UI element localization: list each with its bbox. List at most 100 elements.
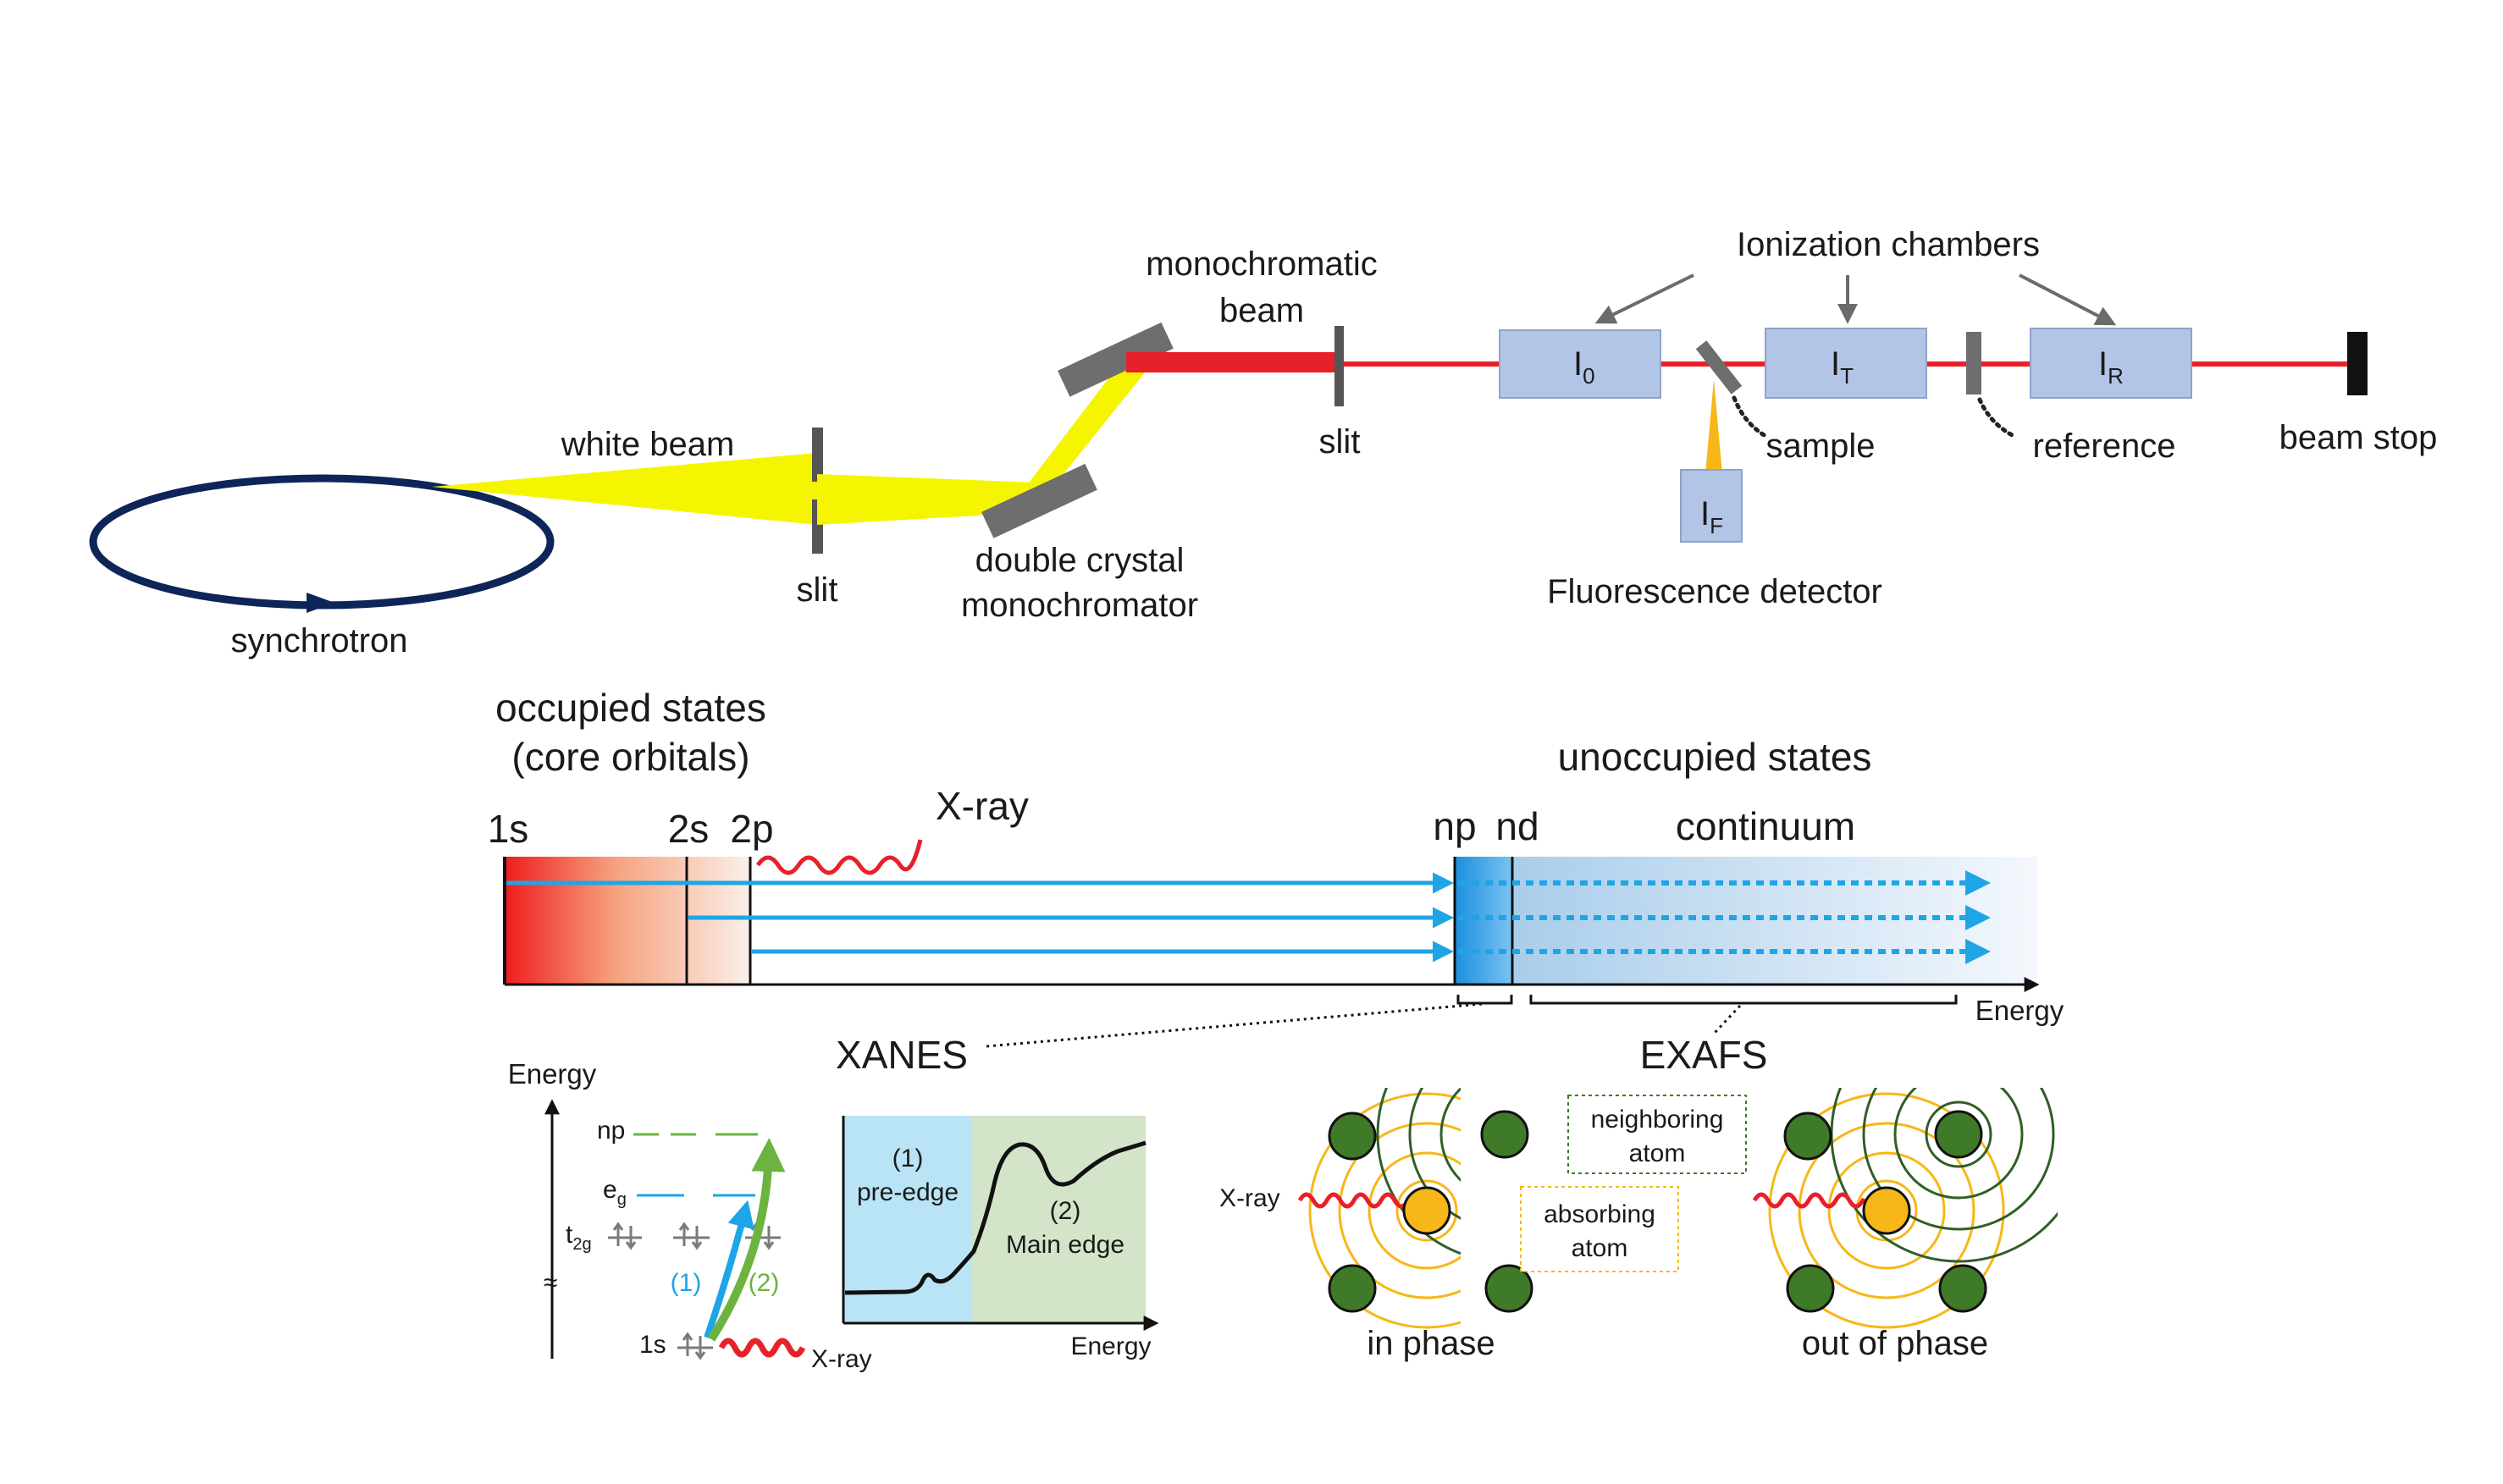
orbital-1s-label: 1s: [488, 807, 529, 851]
neighbor-atom: [1934, 1110, 1983, 1159]
chamber-it: [1765, 328, 1927, 399]
beam-stop-label: beam stop: [2279, 419, 2438, 456]
in-phase-label: in phase: [1367, 1325, 1495, 1362]
chamber-ir-label: IR: [2098, 345, 2124, 389]
crystal-lower: [981, 463, 1097, 538]
chamber-i0: [1499, 329, 1661, 399]
level-eg-label: eg: [603, 1176, 627, 1209]
incident-xray-wave: [755, 839, 923, 875]
orbital-2p-label: 2p: [730, 807, 773, 851]
double-crystal-label-2: monochromator: [961, 587, 1198, 624]
neighbor-atom: [1484, 1264, 1533, 1313]
monochromatic-beam-thick: [1126, 352, 1338, 372]
reference-plate: [1966, 332, 1981, 394]
energy-level-diagram: Energy ≈ np eg t2g (1) (2) 1s: [508, 1058, 872, 1373]
chamber-i0-label: I0: [1573, 345, 1595, 389]
white-beam: [432, 453, 817, 525]
exafs-bracket: [1529, 995, 1958, 1005]
main-edge-label: Main edge: [1006, 1231, 1124, 1259]
detector-if-label: IF: [1700, 495, 1723, 538]
transition-arrow-2: [707, 1138, 786, 1342]
sample-plate: [1695, 340, 1743, 394]
xanes-bracket: [1456, 995, 1513, 1005]
fluorescence-detector-label: Fluorescence detector: [1547, 573, 1882, 610]
neighbor-atom: [1938, 1264, 1987, 1313]
occupied-label-1: occupied states: [495, 686, 766, 730]
exafs-label: EXAFS: [1640, 1033, 1768, 1077]
states-panel: occupied states (core orbitals) unoccupi…: [488, 686, 2064, 1077]
neighbor-atom: [1328, 1112, 1377, 1161]
transition-1-label: (1): [671, 1269, 702, 1297]
xanes-plot: (1) pre-edge (2) Main edge Energy: [842, 1116, 1159, 1360]
sample-pointer: [1732, 395, 1768, 439]
absorbing-label-2: atom: [1572, 1234, 1628, 1262]
slit-2-label: slit: [1319, 423, 1361, 461]
chamber-pointer-ir: [2019, 273, 2117, 326]
synchrotron-direction-arrow: [307, 593, 334, 613]
level-xray-label: X-ray: [811, 1345, 872, 1373]
chamber-ir: [2030, 328, 2192, 399]
chamber-pointer-i0: [1594, 273, 1694, 324]
exafs-xray-wave-2: [1752, 1192, 1887, 1213]
slit-1-label: slit: [797, 571, 838, 609]
xanes-label: XANES: [836, 1033, 968, 1077]
beam-stop: [2347, 332, 2368, 395]
transition-arrow-1: [704, 1200, 754, 1339]
absorbing-callout: [1520, 1186, 1679, 1272]
sample-label: sample: [1766, 428, 1876, 465]
xanes-pointer: [986, 1002, 1483, 1048]
level-energy-label: Energy: [508, 1058, 597, 1090]
level-np-label: np: [597, 1117, 625, 1145]
continuum-label: continuum: [1676, 804, 1855, 848]
absorbing-atom: [1862, 1186, 1911, 1235]
neighbor-atom: [1480, 1110, 1529, 1159]
exafs-xray-label: X-ray: [1219, 1184, 1280, 1212]
exafs-out-of-phase: out of phase: [1752, 1088, 2058, 1362]
level-t2g-label: t2g: [566, 1221, 592, 1254]
incident-xray-label: X-ray: [936, 784, 1029, 828]
white-beam-label: white beam: [561, 426, 735, 463]
slit-1-upper: [812, 428, 823, 482]
energy-axis-label: Energy: [1975, 995, 2064, 1026]
pre-edge-region: [843, 1116, 972, 1323]
synchrotron-label: synchrotron: [231, 622, 408, 659]
orbital-np-label: np: [1433, 804, 1476, 848]
absorbing-label-1: absorbing: [1544, 1200, 1655, 1228]
exafs-in-phase: X-ray neighboring atom absorbing atom in…: [1219, 1088, 1747, 1362]
neighboring-label-2: atom: [1629, 1139, 1686, 1167]
neighbor-atom: [1786, 1264, 1835, 1313]
exafs-xray-wave: [1297, 1192, 1428, 1213]
exafs-pointer: [1713, 1004, 1742, 1034]
absorbing-atom: [1402, 1186, 1451, 1235]
orbital-nd-label: nd: [1495, 804, 1539, 848]
slit-2: [1334, 326, 1344, 406]
level-xray-wave: [718, 1338, 806, 1358]
crystal-upper: [1058, 322, 1174, 397]
core-1s-electrons: [677, 1332, 713, 1360]
reference-label: reference: [2033, 428, 2176, 465]
inter-crystal-beam: [1016, 364, 1152, 499]
pre-edge-label: pre-edge: [857, 1178, 959, 1206]
unoccupied-label: unoccupied states: [1558, 735, 1872, 779]
beamline-setup: synchrotron white beam slit double cryst…: [89, 226, 2438, 659]
reference-pointer: [1977, 397, 2016, 439]
transition-2-label: (2): [749, 1269, 780, 1297]
neighboring-callout: [1567, 1095, 1747, 1174]
out-of-phase-label: out of phase: [1802, 1325, 1988, 1362]
core-band: [504, 857, 751, 984]
fluorescence-cone: [1705, 379, 1722, 474]
pre-edge-number: (1): [892, 1145, 924, 1172]
chamber-it-label: IT: [1831, 345, 1854, 389]
synchrotron-ring: [89, 474, 555, 610]
mono-beam-label-1: monochromatic: [1146, 245, 1377, 283]
xanes-spectrum: [844, 1140, 1147, 1295]
mono-beam-label-2: beam: [1219, 292, 1304, 329]
orbital-2s-label: 2s: [668, 807, 710, 851]
ionization-chambers-label: Ionization chambers: [1737, 226, 2040, 263]
main-edge-number: (2): [1050, 1197, 1081, 1225]
double-crystal-label-1: double crystal: [975, 542, 1185, 579]
level-1s-label: 1s: [639, 1331, 666, 1359]
occupied-label-2: (core orbitals): [511, 735, 749, 779]
axis-break-icon: ≈: [544, 1269, 557, 1297]
